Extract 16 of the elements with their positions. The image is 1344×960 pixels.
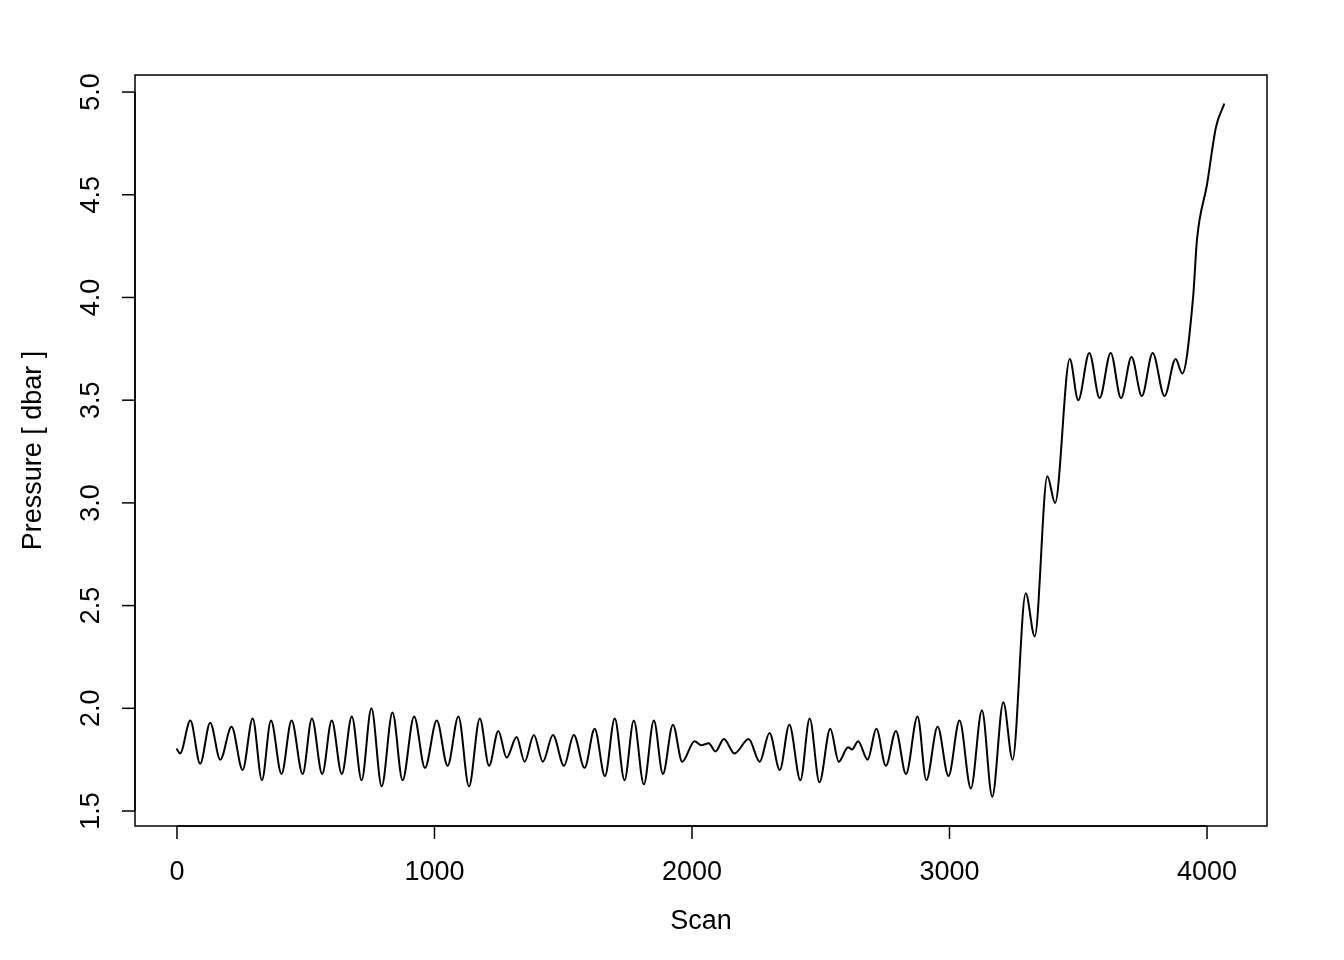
y-tick-label: 3.5 xyxy=(75,381,106,419)
x-tick-label: 1000 xyxy=(404,856,465,887)
x-tick-label: 2000 xyxy=(661,856,723,887)
x-axis-title: Scan xyxy=(670,905,732,936)
x-tick-label: 4000 xyxy=(1176,856,1238,887)
y-tick-label: 3.0 xyxy=(75,484,106,522)
y-tick-label: 5.0 xyxy=(75,73,106,111)
y-axis-title: Pressure [ dbar ] xyxy=(17,350,48,551)
y-tick-label: 2.5 xyxy=(75,586,106,625)
y-tick-label: 2.0 xyxy=(75,689,106,728)
x-tick-label: 3000 xyxy=(919,856,980,887)
y-tick-label: 4.5 xyxy=(75,175,106,214)
line-series xyxy=(175,103,1225,798)
x-tick-label: 0 xyxy=(169,856,185,887)
y-tick-label: 4.0 xyxy=(75,278,106,317)
y-tick-label: 1.5 xyxy=(75,792,106,830)
